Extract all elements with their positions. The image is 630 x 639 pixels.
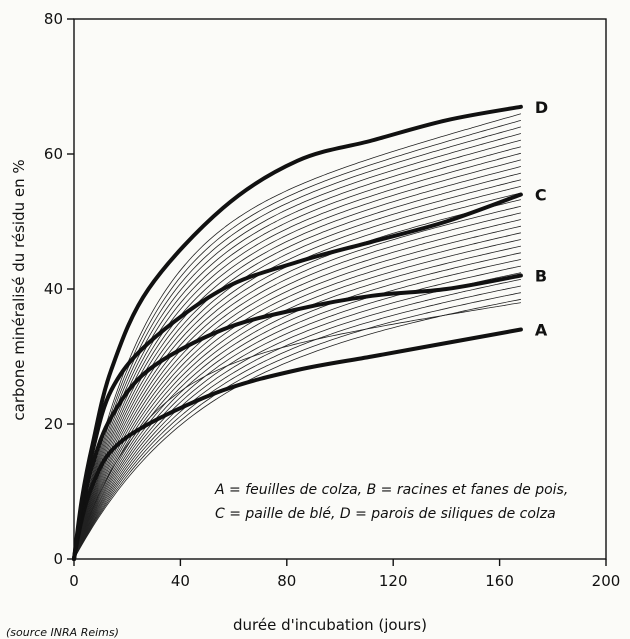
background-series-line [73,265,521,560]
y-axis-ticks: 0 20 40 60 80 [44,10,74,568]
source-note: (source INRA Reims) [6,626,119,639]
series-label-d: D [535,98,548,117]
x-axis-label: durée d'incubation (jours) [233,616,427,634]
x-tick-label: 40 [171,572,190,590]
background-series-line [73,186,521,560]
y-tick-label: 60 [44,145,63,163]
y-tick-label: 0 [53,550,63,568]
legend-line-2: C = paille de blé, D = parois de silique… [215,506,556,522]
background-series-line [73,219,521,560]
x-axis-ticks: 0 40 80 120 160 200 [69,559,620,590]
series-label-a: A [535,321,548,340]
background-series-line [73,199,521,560]
x-tick-label: 200 [592,572,621,590]
background-series-line [73,133,522,560]
background-series-line [73,120,521,560]
background-series-line [73,285,521,560]
highlighted-series-lines [72,104,523,561]
series-line-d [72,104,523,561]
background-series-line [73,252,521,560]
background-series-line [73,172,522,560]
legend-line-1: A = feuilles de colza, B = racines et fa… [214,482,568,498]
background-series-line [73,113,522,560]
background-series-line [73,152,521,560]
background-series-line [73,205,522,560]
background-series-line [73,146,522,560]
background-series-line [73,179,522,560]
x-tick-label: 80 [277,572,296,590]
background-series-line [73,126,522,560]
plot-frame [73,18,607,560]
series-line-a [72,327,523,561]
background-series-line [73,212,521,560]
y-axis-label: carbone minéralisé du résidu en % [10,159,28,420]
y-tick-label: 80 [44,10,63,28]
series-labels: A B C D [535,98,548,340]
background-series-line [73,232,521,560]
background-series-line [73,259,521,560]
background-series-line [73,225,521,560]
background-series-line [73,239,521,560]
y-tick-label: 40 [44,280,63,298]
series-label-b: B [535,267,547,286]
x-tick-label: 0 [69,572,79,590]
background-series-line [73,298,521,560]
background-series-line [73,292,521,560]
x-tick-label: 160 [485,572,514,590]
background-series-line [73,159,521,560]
background-series-line [73,279,521,560]
x-tick-label: 120 [379,572,408,590]
series-label-c: C [535,186,547,205]
background-series-line [73,166,521,560]
y-tick-label: 20 [44,415,63,433]
